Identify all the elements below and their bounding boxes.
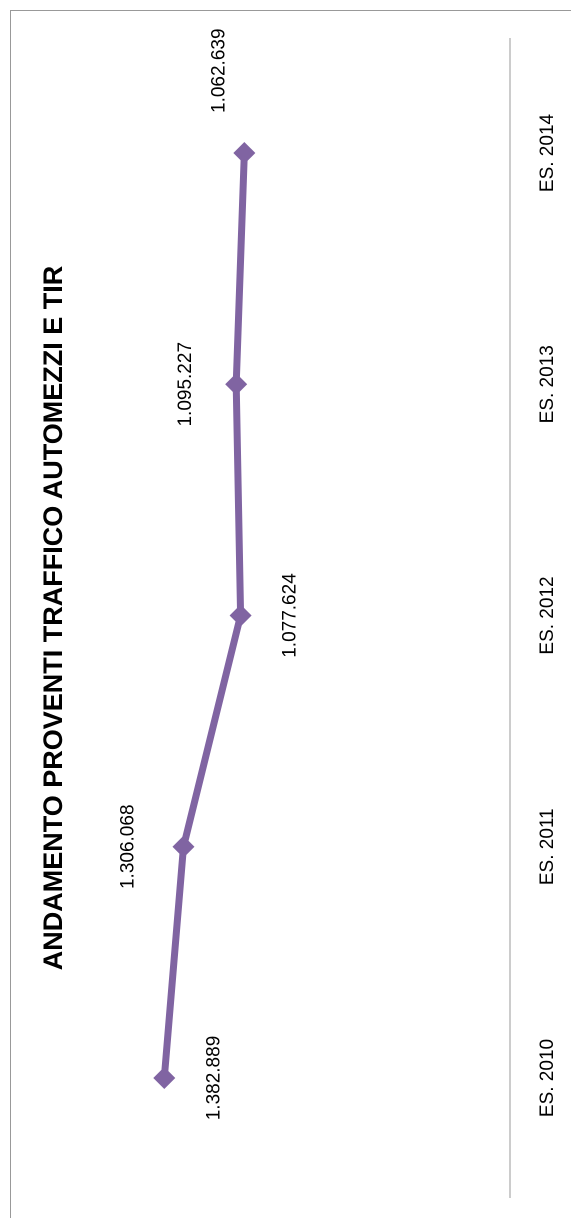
- data-label: 1.095.227: [175, 342, 196, 427]
- marker: [225, 373, 247, 395]
- x-tick-label: ES. 2014: [537, 113, 558, 192]
- chart-title: ANDAMENTO PROVENTI TRAFFICO AUTOMEZZI E …: [38, 266, 68, 971]
- x-tick-label: ES. 2013: [537, 345, 558, 423]
- marker: [233, 142, 255, 164]
- marker: [172, 836, 194, 858]
- data-label: 1.077.624: [280, 573, 301, 658]
- x-tick-label: ES. 2010: [537, 1039, 558, 1117]
- plot: ANDAMENTO PROVENTI TRAFFICO AUTOMEZZI E …: [38, 28, 558, 1198]
- data-label: 1.062.639: [208, 28, 229, 113]
- marker: [230, 605, 252, 627]
- x-tick-label: ES. 2012: [537, 576, 558, 654]
- x-tick-label: ES. 2011: [537, 808, 558, 885]
- marker: [153, 1067, 175, 1089]
- data-label: 1.382.889: [203, 1036, 224, 1121]
- data-label: 1.306.068: [117, 804, 138, 889]
